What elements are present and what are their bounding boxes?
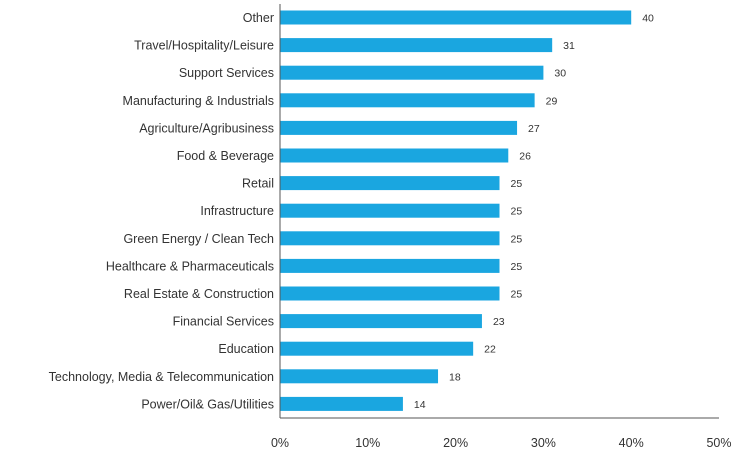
- value-label: 25: [511, 206, 523, 218]
- bar: [280, 38, 553, 53]
- x-tick-label: 40%: [619, 436, 644, 450]
- bar: [280, 286, 500, 301]
- bar: [280, 65, 544, 80]
- x-tick-label: 20%: [443, 436, 468, 450]
- category-label: Other: [243, 11, 274, 25]
- x-tick-label: 50%: [706, 436, 731, 450]
- x-tick-label: 0%: [271, 436, 289, 450]
- bar: [280, 148, 509, 163]
- bar: [280, 369, 439, 384]
- value-label: 25: [511, 289, 523, 301]
- value-label: 30: [554, 68, 566, 80]
- x-tick-label: 30%: [531, 436, 556, 450]
- value-label: 25: [511, 233, 523, 245]
- value-label: 14: [414, 399, 426, 411]
- x-tick-labels: 0% 10% 20% 30% 40% 50%: [271, 436, 732, 450]
- category-label: Agriculture/Agribusiness: [139, 121, 274, 135]
- category-label: Technology, Media & Telecommunication: [49, 370, 274, 384]
- bar: [280, 258, 500, 273]
- value-label: 25: [511, 261, 523, 273]
- bar: [280, 10, 632, 25]
- bar: [280, 231, 500, 246]
- value-label: 40: [642, 13, 654, 25]
- bar: [280, 120, 518, 135]
- category-label: Financial Services: [173, 315, 274, 329]
- category-label: Real Estate & Construction: [124, 287, 274, 301]
- value-label: 27: [528, 123, 540, 135]
- category-label: Green Energy / Clean Tech: [123, 232, 274, 246]
- bar: [280, 203, 500, 218]
- bar: [280, 93, 535, 108]
- category-label: Power/Oil& Gas/Utilities: [141, 397, 274, 411]
- category-label: Retail: [242, 177, 274, 191]
- category-label: Infrastructure: [200, 204, 274, 218]
- category-label: Education: [218, 342, 274, 356]
- bar: [280, 176, 500, 191]
- category-label: Travel/Hospitality/Leisure: [134, 39, 274, 53]
- value-label: 25: [511, 178, 523, 190]
- category-label: Support Services: [179, 66, 274, 80]
- value-label: 26: [519, 151, 531, 163]
- value-labels: 40 31 30 29 27 26 25 25 25 25 25 23 22 18 14: [414, 13, 654, 411]
- value-label: 18: [449, 371, 461, 383]
- value-label: 22: [484, 344, 496, 356]
- bar: [280, 341, 474, 356]
- category-labels: Other Travel/Hospitality/Leisure Support S…: [49, 11, 274, 411]
- category-label: Manufacturing & Industrials: [123, 94, 274, 108]
- bars-layer: [280, 10, 632, 411]
- x-tick-label: 10%: [355, 436, 380, 450]
- value-label: 31: [563, 40, 575, 52]
- value-label: 29: [546, 95, 558, 107]
- category-label: Food & Beverage: [177, 149, 274, 163]
- bar: [280, 314, 482, 329]
- axes: [279, 4, 719, 419]
- category-label: Healthcare & Pharmaceuticals: [106, 259, 274, 273]
- value-label: 23: [493, 316, 505, 328]
- bar: [280, 396, 403, 411]
